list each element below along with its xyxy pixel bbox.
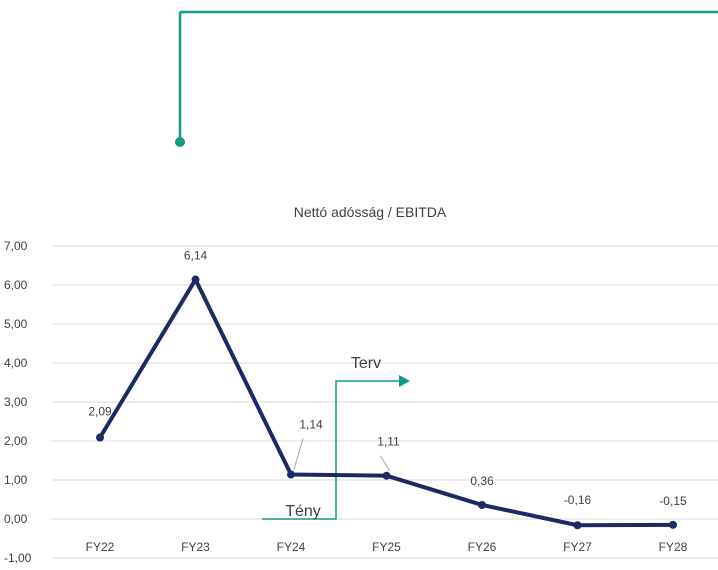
x-tick-label: FY23 <box>181 540 210 554</box>
data-label: 0,36 <box>470 474 494 488</box>
chart-title: Nettó adósság / EBITDA <box>294 204 447 220</box>
data-point <box>573 521 582 530</box>
actual-plan-divider-arrow <box>262 380 400 520</box>
data-label: -0,16 <box>564 493 592 507</box>
data-label: 1,14 <box>299 418 323 432</box>
data-label: 1,11 <box>377 435 400 449</box>
x-tick-label: FY27 <box>563 540 592 554</box>
data-point <box>478 500 486 509</box>
y-axis-tick-labels: -1,00 0,00 1,00 2,00 3,00 4,00 5,00 6,00 7,00 <box>4 239 32 565</box>
y-tick-label: 0,00 <box>4 512 28 526</box>
y-tick-label: -1,00 <box>4 551 32 565</box>
data-label-leader <box>380 455 390 471</box>
data-label: -0,15 <box>659 494 687 508</box>
y-tick-label: 3,00 <box>4 395 28 409</box>
data-point <box>96 433 104 442</box>
y-tick-label: 7,00 <box>4 239 28 253</box>
plan-label: Terv <box>351 355 381 372</box>
data-point <box>191 275 200 284</box>
y-tick-label: 5,00 <box>4 317 28 331</box>
data-label-leader <box>293 438 304 470</box>
x-tick-label: FY26 <box>468 540 497 554</box>
data-label: 2,09 <box>88 404 112 418</box>
x-tick-label: FY24 <box>277 540 306 554</box>
x-tick-label: FY25 <box>372 540 401 554</box>
x-tick-label: FY28 <box>659 540 688 554</box>
arrow-head <box>399 375 410 387</box>
grid-layer <box>52 245 718 559</box>
actual-label: Tény <box>285 503 321 520</box>
y-tick-label: 6,00 <box>4 278 28 292</box>
series-layer <box>96 275 677 530</box>
data-point <box>287 470 295 479</box>
top-bracket-dot <box>175 137 185 147</box>
y-tick-label: 1,00 <box>4 473 28 487</box>
y-tick-label: 2,00 <box>4 434 28 448</box>
data-label: 6,14 <box>184 249 208 263</box>
x-tick-label: FY22 <box>86 540 115 554</box>
data-label-layer: 2,09 6,14 1,14 1,11 0,36 -0,16 -0,15 <box>88 249 687 508</box>
x-axis-tick-labels: FY22 FY23 FY24 FY25 FY26 FY27 FY28 <box>86 540 688 554</box>
data-point <box>382 471 391 480</box>
y-tick-label: 4,00 <box>4 356 28 370</box>
data-point <box>669 520 677 529</box>
top-bracket-decoration <box>178 10 718 140</box>
